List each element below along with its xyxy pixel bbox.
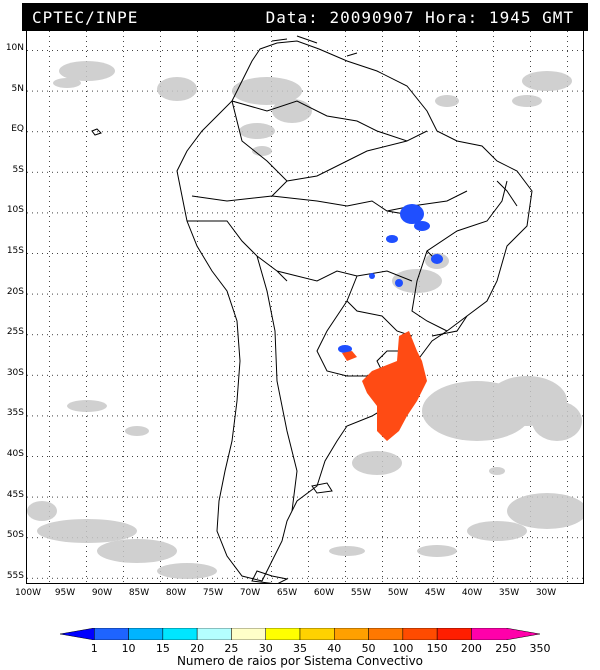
lon-label: 45W — [424, 588, 446, 598]
lat-label: 10N — [5, 43, 24, 53]
lon-label: 80W — [165, 588, 187, 598]
lon-label: 85W — [128, 588, 150, 598]
lon-label: 40W — [461, 588, 483, 598]
colorbar-tick-label: 30 — [258, 642, 273, 655]
map-frame — [26, 30, 584, 584]
lon-label: 100W — [14, 588, 42, 598]
colorbar-segment — [162, 628, 198, 640]
lon-label: 70W — [239, 588, 261, 598]
lon-label: 95W — [54, 588, 76, 598]
lightning-blue — [338, 204, 443, 353]
title-bar: CPTEC/INPE Data: 20090907 Hora: 1945 GMT — [22, 3, 588, 31]
lon-label: 30W — [535, 588, 557, 598]
lat-label: 5S — [12, 164, 24, 175]
colorbar-segment — [265, 628, 301, 640]
colorbar-tick-label: 40 — [327, 642, 342, 655]
colorbar-segment — [368, 628, 404, 640]
colorbar-segment — [436, 628, 472, 640]
lat-label: 45S — [6, 489, 24, 500]
colorbar-tick-label: 50 — [361, 642, 376, 655]
org-label: CPTEC/INPE — [32, 8, 139, 27]
colorbar-segment — [334, 628, 369, 640]
lat-label: 50S — [6, 530, 24, 541]
colorbar-segment — [128, 628, 164, 640]
lon-label: 55W — [350, 588, 372, 598]
colorbar-tick-label: 15 — [155, 642, 170, 655]
lon-label: 75W — [202, 588, 224, 598]
coastline — [91, 35, 533, 583]
lon-label: 35W — [498, 588, 520, 598]
lat-label: 30S — [6, 367, 24, 378]
colorbar-segment — [402, 628, 438, 640]
lat-label: 15S — [6, 246, 24, 256]
falklands — [311, 482, 333, 494]
lon-label: 50W — [387, 588, 409, 598]
lat-label: 55S — [6, 570, 24, 581]
colorbar-tick-label: 350 — [529, 642, 551, 655]
lat-label: 5N — [11, 83, 24, 94]
lightning-orange — [342, 331, 427, 441]
colorbar-segment — [299, 628, 335, 640]
lat-label: 10S — [6, 205, 24, 216]
colorbar-tick-label: 1 — [90, 642, 98, 655]
lat-label: 40S — [6, 449, 24, 459]
lat-label: 20S — [6, 286, 24, 297]
graticule — [27, 31, 583, 582]
colorbar-segment — [94, 628, 129, 640]
colorbar-tick-label: 100 — [392, 642, 414, 655]
galapagos — [91, 128, 102, 136]
lat-label: 35S — [6, 408, 24, 419]
colorbar-tick-label: 35 — [293, 642, 307, 655]
cloud-cover — [27, 61, 583, 579]
lat-label: 25S — [6, 327, 24, 338]
colorbar-right-arrow — [471, 628, 540, 640]
colorbar-tick-label: 10 — [121, 642, 136, 655]
colorbar-tick-label: 20 — [190, 642, 205, 655]
colorbar-tick-label: 200 — [460, 642, 482, 655]
lat-label: EQ — [11, 124, 24, 135]
lon-label: 65W — [276, 588, 298, 598]
colorbar-segment — [196, 628, 232, 640]
colorbar-left-arrow — [60, 628, 95, 640]
south-america-outline — [176, 40, 533, 582]
map-canvas — [27, 31, 583, 583]
lon-label: 90W — [91, 588, 113, 598]
datetime-label: Data: 20090907 Hora: 1945 GMT — [265, 8, 574, 27]
colorbar-tick-label: 25 — [224, 642, 239, 655]
legend-title: Numero de raios por Sistema Convectivo — [176, 654, 424, 668]
lon-label: 60W — [313, 588, 335, 598]
colorbar-tick-label: 150 — [426, 642, 448, 655]
colorbar-tick-label: 250 — [495, 642, 517, 655]
colorbar — [60, 628, 540, 640]
tierra-del-fuego — [251, 570, 289, 583]
colorbar-segment — [231, 628, 266, 640]
